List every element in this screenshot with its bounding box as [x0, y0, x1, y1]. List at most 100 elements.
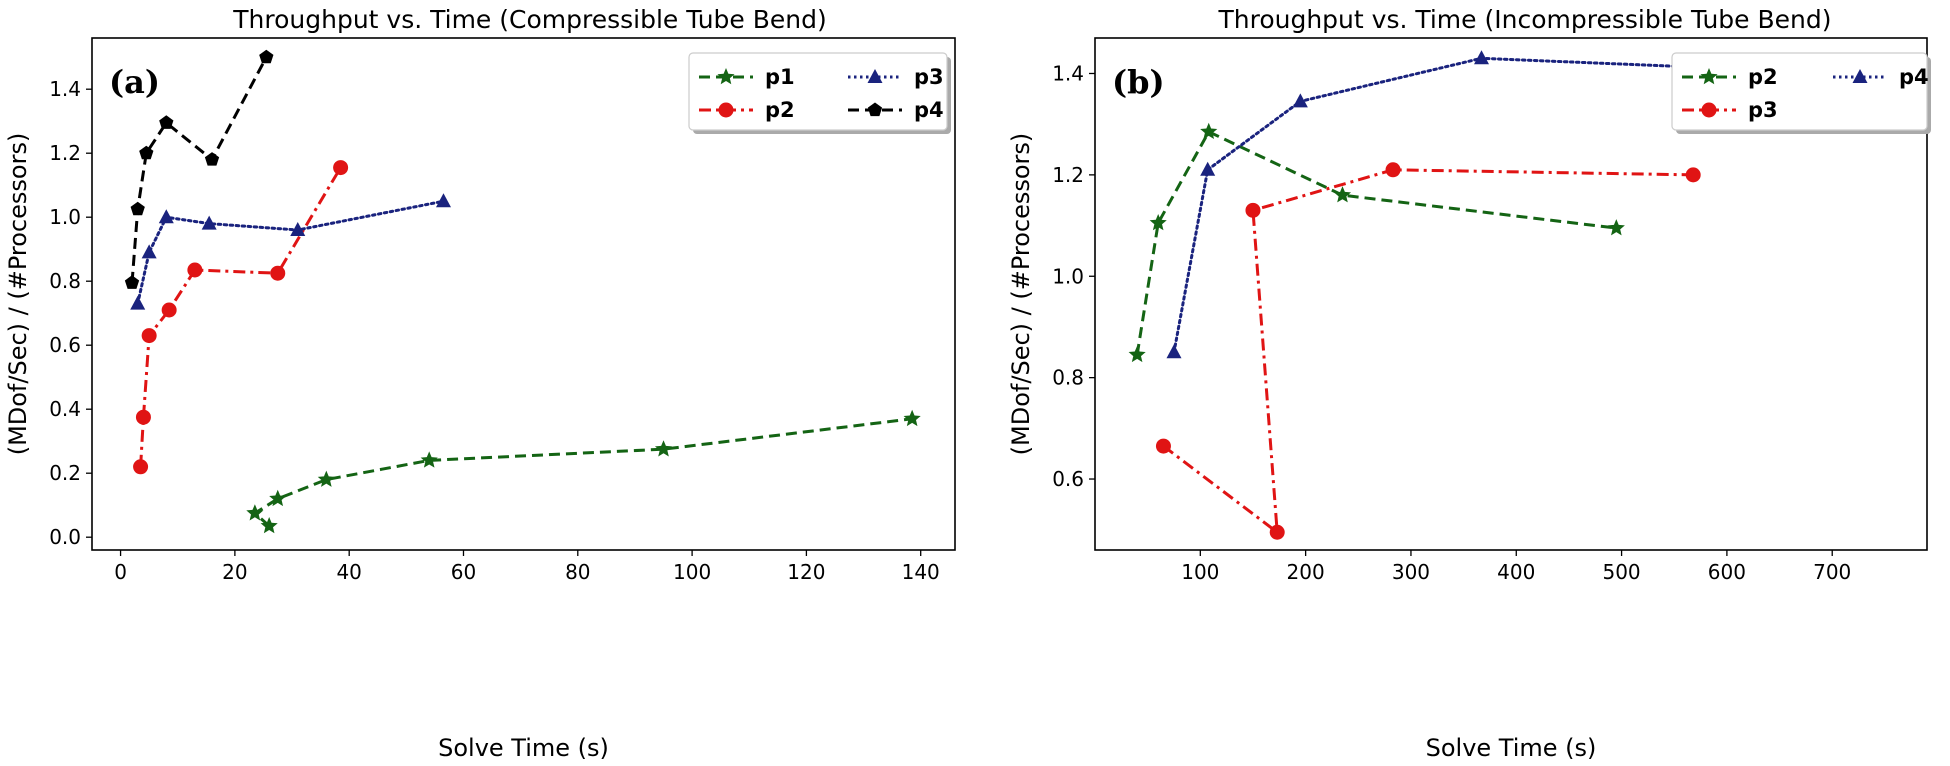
series-p2: [1128, 122, 1625, 363]
y-axis-label: (MDof/Sec) / (#Processors): [1007, 133, 1035, 456]
panel-label: (b): [1112, 63, 1165, 101]
legend-box: [688, 52, 948, 131]
data-point: [1149, 214, 1167, 231]
data-point: [141, 244, 157, 259]
x-tick-label: 100: [1181, 560, 1219, 584]
legend-label: p1: [765, 65, 795, 89]
data-point: [141, 328, 157, 344]
data-point: [1333, 186, 1352, 203]
x-tick-label: 300: [1392, 560, 1430, 584]
x-tick-label: 700: [1813, 560, 1851, 584]
chart-panel-b: Throughput vs. Time (Incompressible Tube…: [1007, 5, 1931, 762]
data-point: [259, 49, 274, 64]
x-tick-label: 100: [673, 560, 711, 584]
x-tick-label: 140: [902, 560, 940, 584]
panel-label: (a): [109, 63, 160, 101]
data-point: [1245, 202, 1261, 218]
data-point: [654, 440, 673, 457]
series-p2: [133, 160, 349, 475]
data-point: [1292, 93, 1308, 108]
data-point: [903, 409, 921, 427]
x-tick-label: 600: [1708, 560, 1746, 584]
x-tick-label: 200: [1287, 560, 1325, 584]
y-tick-label: 1.2: [49, 141, 81, 165]
data-point: [435, 193, 451, 208]
legend-entry-p3: p3: [848, 65, 944, 89]
series-p3: [1155, 162, 1701, 540]
legend-label: p2: [1748, 65, 1778, 89]
y-tick-label: 1.0: [1052, 264, 1084, 288]
data-point: [1155, 438, 1171, 454]
legend-entry-p1: p1: [699, 65, 795, 89]
data-point: [1607, 219, 1625, 236]
data-point: [1385, 162, 1401, 178]
x-tick-label: 0: [114, 560, 127, 584]
legend-marker: [1700, 68, 1718, 85]
legend-entry-p3: p3: [1682, 98, 1778, 122]
legend-entry-p2: p2: [1682, 65, 1778, 89]
data-point: [159, 115, 174, 129]
legend-marker: [867, 102, 883, 117]
y-tick-label: 1.4: [1052, 61, 1084, 85]
chart-panel-a: Throughput vs. Time (Compressible Tube B…: [4, 5, 956, 762]
legend-label: p4: [1899, 65, 1929, 89]
data-point: [1474, 50, 1490, 65]
series-line: [130, 56, 268, 283]
data-point: [333, 160, 349, 176]
data-point: [139, 145, 154, 160]
series-line: [1135, 129, 1617, 356]
x-tick-label: 40: [336, 560, 361, 584]
x-tick-label: 20: [222, 560, 247, 584]
legend-label: p4: [914, 98, 944, 122]
series-p4: [124, 49, 274, 289]
data-point: [133, 459, 149, 475]
data-point: [420, 451, 438, 468]
data-point: [269, 489, 287, 507]
series-line: [1162, 168, 1694, 536]
legend-marker: [1852, 69, 1868, 83]
legend-label: p2: [765, 98, 795, 122]
legend-label: p3: [1748, 98, 1778, 122]
data-point: [158, 209, 174, 224]
data-point: [1200, 122, 1218, 140]
y-tick-label: 0.8: [1052, 366, 1084, 390]
legend-entry-p2: p2: [699, 98, 795, 122]
data-point: [130, 201, 145, 216]
legend-marker: [1701, 102, 1717, 118]
legend: p2 p3 p4: [1671, 52, 1931, 134]
legend-entry-p4: p4: [848, 98, 944, 122]
data-point: [1200, 161, 1216, 176]
data-point: [130, 295, 146, 310]
data-point: [161, 302, 177, 318]
data-point: [135, 409, 151, 425]
data-point: [317, 470, 335, 487]
chart-title: Throughput vs. Time (Compressible Tube B…: [232, 5, 827, 34]
plot-frame: [1094, 37, 1928, 551]
y-tick-label: 1.4: [49, 77, 81, 101]
x-tick-label: 60: [451, 560, 476, 584]
legend-box: [1671, 52, 1928, 131]
data-point: [1128, 345, 1146, 363]
y-tick-label: 0.0: [49, 525, 81, 549]
data-point: [201, 215, 217, 230]
data-point: [260, 517, 278, 534]
plot-frame: [91, 37, 956, 551]
y-tick-label: 0.6: [1052, 467, 1084, 491]
y-tick-label: 0.2: [49, 461, 81, 485]
y-axis-label: (MDof/Sec) / (#Processors): [4, 133, 32, 456]
series-p3: [130, 193, 451, 310]
x-tick-label: 400: [1497, 560, 1535, 584]
y-tick-label: 1.2: [1052, 163, 1084, 187]
x-tick-label: 80: [565, 560, 590, 584]
legend-label: p3: [914, 65, 944, 89]
data-point: [270, 265, 286, 281]
legend-marker: [867, 69, 883, 83]
data-point: [246, 504, 264, 521]
data-point: [1685, 167, 1701, 183]
data-point: [290, 222, 306, 236]
data-point: [124, 275, 140, 289]
data-point: [204, 152, 220, 166]
chart-title: Throughput vs. Time (Incompressible Tube…: [1217, 5, 1831, 34]
legend-marker: [718, 102, 734, 118]
